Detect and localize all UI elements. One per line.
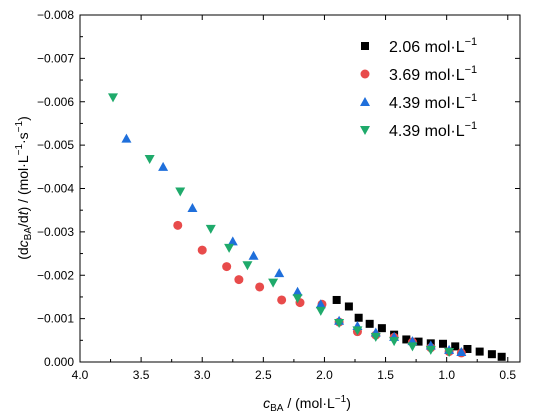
data-point	[334, 318, 345, 328]
data-point	[222, 262, 232, 272]
data-point	[187, 203, 198, 213]
data-point	[224, 243, 235, 253]
y-tick-label: −0.008	[37, 8, 74, 22]
data-point	[144, 155, 155, 165]
data-point	[497, 352, 506, 361]
data-point	[274, 268, 285, 278]
x-axis-label: cBA / (mol·L−1)	[263, 394, 351, 414]
data-point	[451, 342, 460, 351]
x-tick-label: 2.5	[255, 368, 272, 382]
legend-marker	[360, 97, 370, 106]
data-point	[121, 133, 132, 143]
data-point	[242, 261, 253, 271]
data-point	[352, 326, 363, 336]
y-tick-label: −0.005	[37, 138, 74, 152]
y-axis-label: (dcBA/dt) / (mol·L−1·s−1)	[14, 116, 34, 260]
data-point	[377, 324, 386, 333]
legend-marker	[360, 69, 370, 79]
data-point	[463, 344, 472, 353]
legend-label: 4.39 mol·L−1	[389, 120, 477, 140]
data-point	[414, 337, 423, 346]
legend-label: 3.69 mol·L−1	[389, 64, 477, 84]
series-3	[121, 133, 467, 357]
legend-item-3: 4.39 mol·L−1	[360, 92, 477, 112]
legend-label: 2.06 mol·L−1	[389, 36, 477, 56]
data-point	[315, 299, 326, 309]
x-tick-label: 1.5	[377, 368, 394, 382]
data-point	[255, 282, 265, 292]
data-point	[354, 313, 363, 322]
data-point	[173, 220, 183, 230]
x-tick-label: 4.0	[72, 368, 89, 382]
y-tick-label: −0.004	[37, 182, 74, 196]
data-point	[456, 347, 467, 357]
data-marks	[108, 93, 506, 361]
y-tick-label: −0.003	[37, 225, 74, 239]
data-point	[292, 294, 303, 304]
legend-item-4: 4.39 mol·L−1	[360, 120, 477, 140]
series-4	[108, 93, 455, 358]
x-tick-label: 2.0	[316, 368, 333, 382]
y-tick-label: −0.007	[37, 51, 74, 65]
data-point	[407, 342, 418, 352]
series-2	[173, 220, 466, 358]
data-point	[158, 161, 169, 171]
data-point	[268, 278, 279, 288]
axes: 4.0 3.5 3.0 2.5 2.0 1.5 1.0 0.5 0.000 −0.001 −0.00…	[37, 8, 521, 382]
data-point	[248, 250, 259, 260]
data-point	[475, 347, 484, 356]
x-tick-label: 0.5	[499, 368, 516, 382]
y-tick-label: −0.001	[37, 312, 74, 326]
data-point	[487, 350, 496, 359]
y-tick-label: 0.000	[44, 355, 74, 369]
data-point	[292, 286, 303, 296]
x-tick-label: 3.0	[194, 368, 211, 382]
legend: 2.06 mol·L−1 3.69 mol·L−1 4.39 mol·L−1 4.39…	[360, 36, 477, 140]
data-point	[402, 335, 411, 344]
data-point	[277, 295, 287, 305]
data-point	[108, 93, 118, 103]
data-point	[197, 245, 207, 255]
data-point	[227, 236, 238, 246]
legend-marker	[361, 42, 369, 50]
y-tick-label: −0.002	[37, 268, 74, 282]
data-point	[439, 339, 447, 348]
data-point	[175, 187, 186, 197]
data-point	[425, 345, 436, 355]
legend-label: 4.39 mol·L−1	[389, 92, 477, 112]
x-tick-label: 1.0	[438, 368, 455, 382]
data-point	[332, 295, 341, 304]
legend-marker	[360, 126, 370, 135]
y-tick-label: −0.006	[37, 95, 74, 109]
data-point	[205, 224, 216, 234]
data-point	[444, 348, 455, 358]
data-point	[344, 302, 353, 311]
data-point	[389, 337, 400, 347]
data-point	[315, 306, 326, 316]
x-tick-label: 3.5	[133, 368, 150, 382]
data-point	[234, 275, 244, 285]
legend-item-1: 2.06 mol·L−1	[361, 36, 477, 56]
data-point	[370, 332, 381, 342]
data-point	[365, 319, 374, 328]
legend-item-2: 3.69 mol·L−1	[360, 64, 477, 84]
